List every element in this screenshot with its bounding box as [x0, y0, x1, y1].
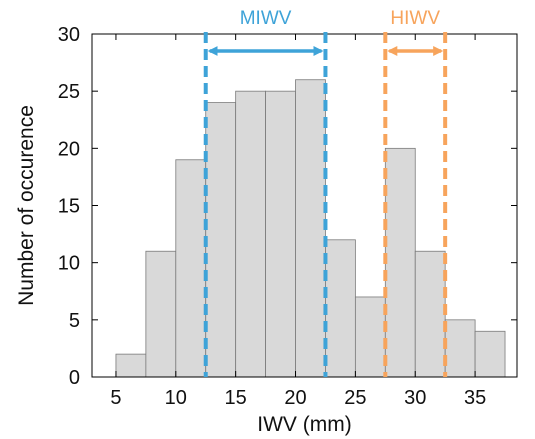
histogram-bar [414, 250, 446, 378]
range-label: HIWV [390, 8, 440, 29]
y-tick-label: 0 [69, 367, 80, 389]
y-axis-label: Number of occurence [15, 105, 38, 306]
y-tick-label: 30 [58, 24, 80, 46]
y-tick-group: 0 5 10 15 20 25 30 [58, 24, 517, 389]
histogram-bar [205, 102, 237, 378]
range-label: MIWV [240, 8, 292, 29]
histogram-bar [295, 79, 326, 378]
histogram-bar [444, 319, 476, 378]
histogram-bar [235, 90, 266, 378]
x-tick-label: 30 [404, 387, 426, 409]
x-tick-label: 25 [344, 387, 366, 409]
histogram-bar [175, 159, 207, 378]
x-tick-label: 5 [110, 387, 121, 409]
y-tick-label: 25 [58, 81, 80, 103]
histogram-bar [145, 250, 177, 378]
y-tick-label: 10 [58, 253, 80, 275]
x-tick-label: 20 [284, 387, 306, 409]
y-tick-label: 20 [58, 138, 80, 160]
x-tick-label: 10 [165, 387, 187, 409]
histogram-bar [474, 330, 506, 378]
y-tick-label: 5 [69, 310, 80, 332]
annotation-group: MIWV HIWV [203, 8, 448, 377]
histogram-bar [115, 353, 147, 378]
x-axis-label: IWV (mm) [257, 413, 351, 436]
histogram-bar [325, 239, 356, 378]
histogram-bar [384, 147, 416, 378]
histogram-bar [354, 296, 386, 378]
histogram-bar [265, 90, 296, 378]
x-tick-label: 35 [464, 387, 486, 409]
bar-group [115, 79, 506, 378]
y-tick-label: 15 [58, 196, 80, 218]
x-tick-group: 5 10 15 20 25 30 35 [110, 34, 486, 409]
x-tick-label: 15 [225, 387, 247, 409]
